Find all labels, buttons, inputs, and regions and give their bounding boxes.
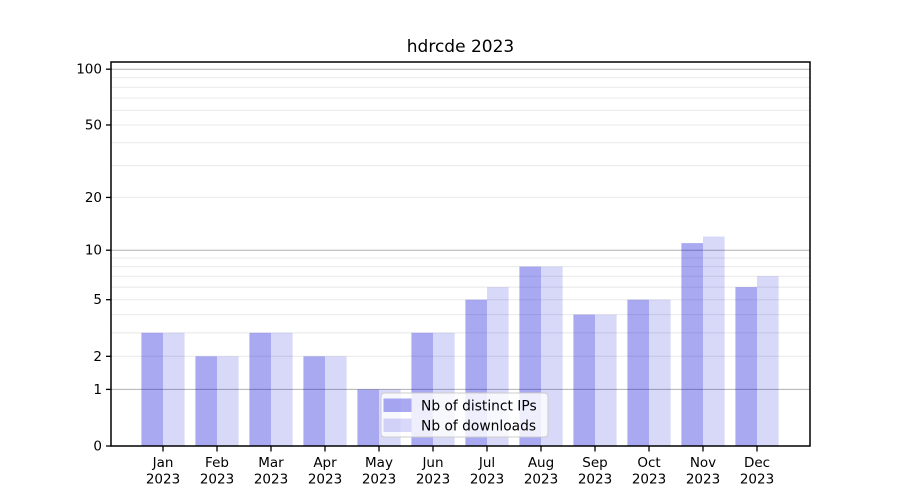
bar-ips-feb bbox=[195, 356, 217, 446]
legend-swatch bbox=[383, 398, 412, 412]
y-tick-label: 1 bbox=[93, 382, 102, 398]
x-tick-label-month: Nov bbox=[690, 455, 716, 471]
bar-ips-mar bbox=[249, 332, 271, 446]
x-tick-label-year: 2023 bbox=[416, 472, 450, 488]
x-axis: Jan2023Feb2023Mar2023Apr2023May2023Jun20… bbox=[146, 446, 774, 488]
x-tick-label-year: 2023 bbox=[632, 472, 666, 488]
y-tick-label: 0 bbox=[93, 439, 102, 455]
y-tick-label: 2 bbox=[93, 349, 102, 365]
x-tick-label-year: 2023 bbox=[254, 472, 288, 488]
x-tick-label-year: 2023 bbox=[146, 472, 180, 488]
bar-downloads-apr bbox=[325, 356, 347, 446]
x-tick-label-year: 2023 bbox=[686, 472, 720, 488]
x-tick-label-year: 2023 bbox=[308, 472, 342, 488]
y-axis: 0 1 2 5 10 20 50 100 bbox=[76, 62, 111, 455]
x-tick-label-month: Sep bbox=[582, 455, 607, 471]
x-tick-label-month: Aug bbox=[528, 455, 554, 471]
bar-downloads-nov bbox=[703, 236, 725, 446]
x-tick-label-month: Apr bbox=[313, 455, 337, 471]
bar-downloads-dec bbox=[757, 276, 779, 446]
bar-downloads-feb bbox=[217, 356, 239, 446]
bar-ips-oct bbox=[627, 299, 649, 446]
y-tick-label: 5 bbox=[93, 292, 102, 308]
gridlines bbox=[111, 68, 810, 390]
x-tick-label-month: Feb bbox=[205, 455, 229, 471]
legend-label: Nb of distinct IPs bbox=[421, 399, 537, 415]
x-tick-label-year: 2023 bbox=[740, 472, 774, 488]
bar-downloads-oct bbox=[649, 299, 671, 446]
x-tick-label-month: Dec bbox=[744, 455, 770, 471]
legend-label: Nb of downloads bbox=[421, 419, 536, 435]
y-tick-label: 100 bbox=[76, 62, 102, 78]
bar-ips-sep bbox=[573, 314, 595, 446]
legend-swatch bbox=[383, 418, 412, 432]
x-tick-label-month: Jul bbox=[478, 455, 495, 471]
x-tick-label-year: 2023 bbox=[362, 472, 396, 488]
x-tick-label-month: Jun bbox=[421, 455, 443, 471]
x-tick-label-year: 2023 bbox=[200, 472, 234, 488]
y-tick-label: 20 bbox=[85, 190, 102, 206]
legend-box bbox=[380, 392, 549, 438]
legend: Nb of distinct IPs Nb of downloads bbox=[380, 392, 549, 438]
x-tick-label-month: Oct bbox=[637, 455, 660, 471]
bar-downloads-sep bbox=[595, 314, 617, 446]
bar-ips-apr bbox=[303, 356, 325, 446]
x-tick-label-year: 2023 bbox=[470, 472, 504, 488]
bar-ips-jan bbox=[141, 332, 163, 446]
bar-ips-dec bbox=[735, 287, 757, 446]
x-tick-label-year: 2023 bbox=[524, 472, 558, 488]
plot-frame bbox=[110, 61, 811, 447]
bar-ips-may bbox=[357, 389, 379, 446]
x-tick-label-month: Jan bbox=[152, 455, 174, 471]
bar-downloads-jan bbox=[163, 332, 185, 446]
y-tick-label: 50 bbox=[85, 117, 102, 133]
y-tick-label: 10 bbox=[85, 243, 102, 259]
x-tick-label-month: May bbox=[365, 455, 393, 471]
x-tick-label-month: Mar bbox=[258, 455, 284, 471]
x-tick-label-year: 2023 bbox=[578, 472, 612, 488]
chart-title: hdrcde 2023 bbox=[407, 37, 514, 57]
bar-downloads-mar bbox=[271, 332, 293, 446]
bar-ips-nov bbox=[681, 243, 703, 446]
